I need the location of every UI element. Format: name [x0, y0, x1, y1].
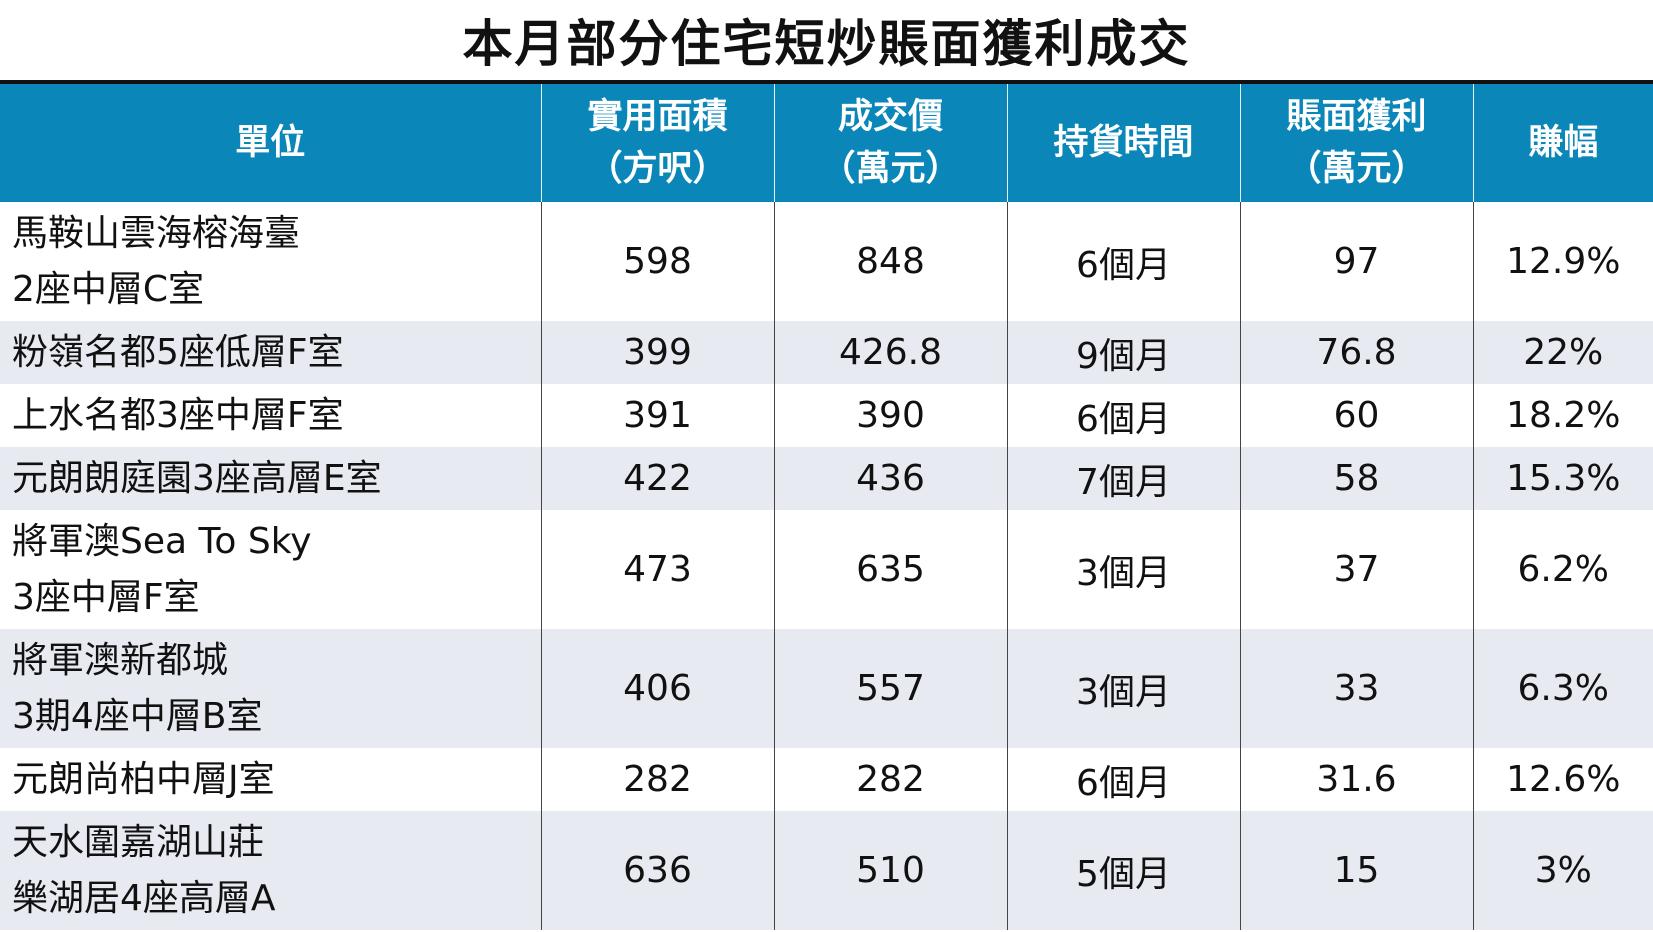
- header-area-unit: （方呎）: [587, 149, 728, 189]
- margin-cell: 18.2%: [1473, 384, 1653, 447]
- area-cell: 282: [541, 748, 775, 811]
- unit-line: 元朗尚柏中層J室: [12, 758, 275, 800]
- area-cell: 391: [541, 384, 775, 447]
- table-body: 馬鞍山雲海榕海臺 2座中層C室 598 848 6個月 97 12.9% 粉嶺名…: [0, 202, 1653, 930]
- header-unit: 單位: [0, 84, 542, 202]
- table-row: 元朗尚柏中層J室 282 282 6個月 31.6 12.6%: [0, 748, 1653, 811]
- header-price-label: 成交價: [837, 96, 943, 137]
- header-holding-period-label: 持貨時間: [1053, 122, 1194, 163]
- holding-period-cell: 9個月: [1007, 321, 1241, 384]
- price-cell: 390: [774, 384, 1008, 447]
- area-cell: 406: [541, 629, 775, 748]
- area-cell: 399: [541, 321, 775, 384]
- unit-line: 將軍澳新都城: [12, 639, 229, 681]
- table-row: 天水圍嘉湖山莊 樂湖居4座高層A 636 510 5個月 15 3%: [0, 811, 1653, 930]
- margin-cell: 6.2%: [1473, 510, 1653, 629]
- table-row: 將軍澳新都城 3期4座中層B室 406 557 3個月 33 6.3%: [0, 629, 1653, 748]
- header-margin-label: 賺幅: [1528, 122, 1599, 163]
- price-cell: 848: [774, 202, 1008, 321]
- unit-line: 3座中層F室: [12, 576, 200, 618]
- area-cell: 598: [541, 202, 775, 321]
- margin-cell: 15.3%: [1473, 447, 1653, 510]
- unit-cell: 元朗朗庭園3座高層E室: [0, 447, 542, 510]
- unit-cell: 馬鞍山雲海榕海臺 2座中層C室: [0, 202, 542, 321]
- margin-cell: 22%: [1473, 321, 1653, 384]
- unit-line: 2座中層C室: [12, 268, 205, 310]
- table-header: 單位 實用面積 （方呎） 成交價 （萬元） 持貨時間 賬面獲利 （萬元） 賺幅: [0, 84, 1653, 202]
- price-cell: 557: [774, 629, 1008, 748]
- header-row: 單位 實用面積 （方呎） 成交價 （萬元） 持貨時間 賬面獲利 （萬元） 賺幅: [0, 84, 1653, 202]
- unit-line: 元朗朗庭園3座高層E室: [12, 457, 382, 499]
- header-profit: 賬面獲利 （萬元）: [1240, 84, 1474, 202]
- header-unit-label: 單位: [235, 122, 306, 163]
- table-row: 元朗朗庭園3座高層E室 422 436 7個月 58 15.3%: [0, 447, 1653, 510]
- holding-period-cell: 6個月: [1007, 748, 1241, 811]
- header-margin: 賺幅: [1473, 84, 1653, 202]
- table-row: 上水名都3座中層F室 391 390 6個月 60 18.2%: [0, 384, 1653, 447]
- profit-cell: 37: [1240, 510, 1474, 629]
- holding-period-cell: 7個月: [1007, 447, 1241, 510]
- profit-cell: 60: [1240, 384, 1474, 447]
- holding-period-cell: 6個月: [1007, 384, 1241, 447]
- profit-cell: 58: [1240, 447, 1474, 510]
- table-row: 馬鞍山雲海榕海臺 2座中層C室 598 848 6個月 97 12.9%: [0, 202, 1653, 321]
- area-cell: 422: [541, 447, 775, 510]
- profit-cell: 31.6: [1240, 748, 1474, 811]
- unit-line: 3期4座中層B室: [12, 695, 263, 737]
- table-row: 將軍澳Sea To Sky 3座中層F室 473 635 3個月 37 6.2%: [0, 510, 1653, 629]
- unit-cell: 天水圍嘉湖山莊 樂湖居4座高層A: [0, 811, 542, 930]
- header-price: 成交價 （萬元）: [774, 84, 1008, 202]
- unit-line: 馬鞍山雲海榕海臺: [12, 212, 301, 254]
- holding-period-cell: 5個月: [1007, 811, 1241, 930]
- transactions-table: 單位 實用面積 （方呎） 成交價 （萬元） 持貨時間 賬面獲利 （萬元） 賺幅: [0, 84, 1653, 930]
- header-area-label: 實用面積: [587, 96, 728, 137]
- unit-line: 樂湖居4座高層A: [12, 877, 276, 919]
- title-divider: [0, 80, 1653, 84]
- header-area: 實用面積 （方呎）: [541, 84, 775, 202]
- unit-cell: 粉嶺名都5座低層F室: [0, 321, 542, 384]
- price-cell: 426.8: [774, 321, 1008, 384]
- unit-cell: 將軍澳新都城 3期4座中層B室: [0, 629, 542, 748]
- area-cell: 636: [541, 811, 775, 930]
- table-row: 粉嶺名都5座低層F室 399 426.8 9個月 76.8 22%: [0, 321, 1653, 384]
- price-cell: 510: [774, 811, 1008, 930]
- header-profit-label: 賬面獲利: [1286, 96, 1427, 137]
- margin-cell: 12.9%: [1473, 202, 1653, 321]
- margin-cell: 3%: [1473, 811, 1653, 930]
- price-cell: 635: [774, 510, 1008, 629]
- margin-cell: 12.6%: [1473, 748, 1653, 811]
- header-profit-unit: （萬元）: [1286, 149, 1427, 189]
- page-title: 本月部分住宅短炒賬面獲利成交: [462, 15, 1191, 73]
- unit-cell: 元朗尚柏中層J室: [0, 748, 542, 811]
- unit-cell: 上水名都3座中層F室: [0, 384, 542, 447]
- header-holding-period: 持貨時間: [1007, 84, 1241, 202]
- profit-cell: 33: [1240, 629, 1474, 748]
- price-cell: 282: [774, 748, 1008, 811]
- unit-cell: 將軍澳Sea To Sky 3座中層F室: [0, 510, 542, 629]
- unit-line: 將軍澳Sea To Sky: [12, 520, 312, 562]
- holding-period-cell: 6個月: [1007, 202, 1241, 321]
- unit-line: 上水名都3座中層F室: [12, 394, 344, 436]
- title-bar: 本月部分住宅短炒賬面獲利成交: [0, 0, 1653, 80]
- unit-line: 粉嶺名都5座低層F室: [12, 331, 344, 373]
- holding-period-cell: 3個月: [1007, 510, 1241, 629]
- price-cell: 436: [774, 447, 1008, 510]
- margin-cell: 6.3%: [1473, 629, 1653, 748]
- profit-cell: 97: [1240, 202, 1474, 321]
- unit-line: 天水圍嘉湖山莊: [12, 821, 265, 863]
- profit-cell: 76.8: [1240, 321, 1474, 384]
- holding-period-cell: 3個月: [1007, 629, 1241, 748]
- profit-cell: 15: [1240, 811, 1474, 930]
- header-price-unit: （萬元）: [820, 149, 961, 189]
- area-cell: 473: [541, 510, 775, 629]
